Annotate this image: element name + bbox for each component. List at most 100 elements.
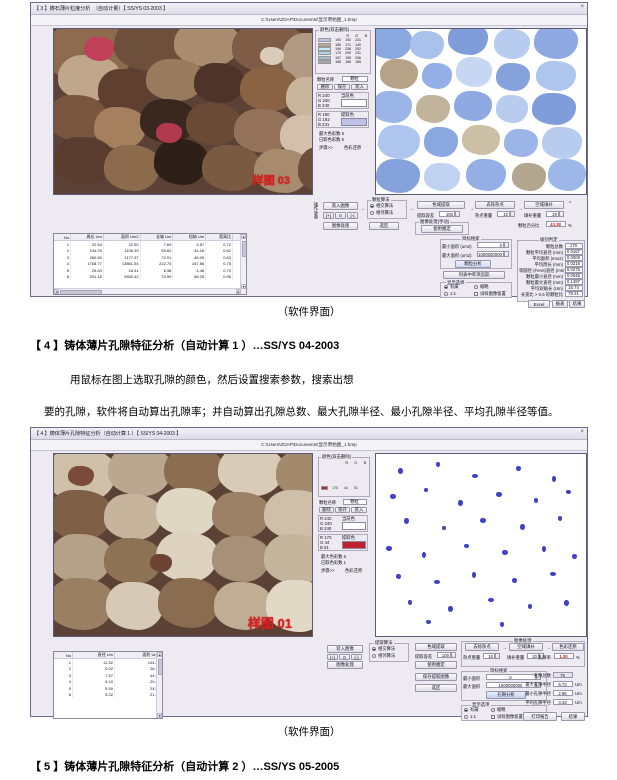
particle-name-input-2[interactable]: 颗粒 xyxy=(343,499,367,505)
color-swatch[interactable] xyxy=(318,51,331,56)
max-area-spinner[interactable] xyxy=(504,251,509,257)
select-region-button[interactable]: 选区 xyxy=(369,222,399,230)
scroll-up-icon[interactable]: ▲ xyxy=(157,652,162,657)
color-restore-link-2[interactable]: 色彩还原 xyxy=(345,568,363,573)
min-area-spinner-2[interactable] xyxy=(536,674,541,680)
result-button[interactable]: 结果 xyxy=(569,300,585,308)
print-report-button[interactable]: 打印报告 xyxy=(523,712,557,721)
radio-adjacent-algorithm-2[interactable] xyxy=(372,654,376,658)
grid-horizontal-scrollbar[interactable]: ◄ ► xyxy=(54,288,241,294)
radio-display-11[interactable] xyxy=(444,292,448,296)
extracted-pore-image[interactable] xyxy=(375,453,587,637)
radio-intersect-algorithm[interactable] xyxy=(370,204,374,208)
particle-data-grid[interactable]: No 周长 Um 面积 Um2 长轴 Um 短轴 Um 宽高比 直 122.54… xyxy=(53,233,247,295)
noise-weight-spinner[interactable] xyxy=(510,211,515,217)
color-swatch[interactable] xyxy=(318,42,331,47)
fill-weight-input-2[interactable]: 20 xyxy=(527,653,539,659)
tolerance-spinner[interactable] xyxy=(455,211,460,217)
color-restore-button-w2[interactable]: 色彩还原 xyxy=(552,643,584,651)
zoom-reset-button-2[interactable]: 0 xyxy=(339,654,350,660)
table-row[interactable]: 1 22.54 22.50 7.69 5.57 0.72 xyxy=(54,240,246,248)
load-image-button[interactable]: 装入图像 xyxy=(323,202,358,210)
extracted-particle-image[interactable] xyxy=(375,28,587,195)
table-row[interactable]: 3 260.80 1177.97 72.91 46.09 0.63 xyxy=(54,254,246,261)
load-color-button[interactable]: 装入 xyxy=(351,84,368,90)
max-area-spinner-2[interactable] xyxy=(536,682,541,688)
palette-row[interactable]: 190 192 231 xyxy=(318,38,368,43)
min-area-spinner[interactable] xyxy=(504,242,509,248)
load-color-button-2[interactable]: 装入 xyxy=(351,507,367,513)
table-row[interactable]: 6 5.02 21.21 xyxy=(54,691,162,698)
color-swatch[interactable] xyxy=(318,46,331,51)
radio-adjacent-algorithm[interactable] xyxy=(370,211,374,215)
grid-vertical-scrollbar[interactable]: ▲ ▼ xyxy=(240,234,246,294)
table-row[interactable]: 5 25.63 18.41 6.38 4.46 0.70 xyxy=(54,267,246,274)
zoom-in-button[interactable]: [+] xyxy=(323,212,334,219)
min-area-input-2[interactable]: 0 xyxy=(486,674,536,680)
radio-display-full-2[interactable] xyxy=(464,708,468,712)
fill-weight-spinner[interactable] xyxy=(559,211,564,217)
palette-row[interactable]: 170 44 51 xyxy=(321,486,367,491)
radio-intersect-algorithm-2[interactable] xyxy=(372,647,376,651)
image-process-button-2[interactable]: 图像处理 xyxy=(327,661,363,669)
color-restore-button-2[interactable]: 色彩还原 xyxy=(569,201,571,203)
pore-data-grid[interactable]: No 直径 Um 面积 Um2 1 11.52 104.30 2 9.02 26.59 … xyxy=(53,651,163,719)
report-button[interactable]: 报表 xyxy=(552,300,568,308)
color-swatch[interactable] xyxy=(318,38,331,43)
table-row[interactable]: 2 144.25 1106.39 55.62 34.16 0.62 xyxy=(54,247,246,254)
zoom-in-button-2[interactable]: [+] xyxy=(327,654,338,660)
scroll-left-icon[interactable]: ◄ xyxy=(54,289,59,294)
palette-row[interactable]: 185 171 149 xyxy=(318,42,368,47)
save-color-button[interactable]: 保存 xyxy=(334,84,350,90)
step-button-2[interactable]: 步骤>> xyxy=(321,568,335,573)
image-process-button[interactable]: 图像处理 xyxy=(323,222,358,230)
use-hand-selection-button[interactable]: 使用圈定 xyxy=(421,225,463,233)
scroll-down-icon[interactable]: ▼ xyxy=(157,713,162,718)
scroll-right-icon[interactable]: ► xyxy=(236,289,241,294)
color-swatch[interactable] xyxy=(318,55,331,60)
load-image-button-2[interactable]: 装入图像 xyxy=(327,645,363,653)
palette-row[interactable]: 157 195 206 xyxy=(318,55,368,60)
window1-titlebar[interactable]: 【 3 】铸石薄片粒度分析 （自动计量）【 SS/YS 03-2003 】 × xyxy=(31,3,587,15)
fill-region-button-2[interactable]: 空域填补 xyxy=(509,643,543,651)
zoom-reset-button[interactable]: 0 xyxy=(335,212,346,219)
thin-section-image-original[interactable]: 样图 03 xyxy=(53,28,313,195)
color-swatch[interactable] xyxy=(318,60,331,65)
delete-color-button-2[interactable]: 删除 xyxy=(319,507,334,513)
noise-weight-input-2[interactable]: 10 xyxy=(483,653,495,659)
scroll-thumb-vertical[interactable] xyxy=(241,241,246,257)
fill-weight-input[interactable]: 20 xyxy=(546,211,559,217)
close-icon[interactable]: × xyxy=(580,4,584,10)
keep-sample-image-checkbox-2[interactable] xyxy=(491,715,495,719)
select-region-button-2[interactable]: 选区 xyxy=(415,684,457,692)
thin-section-image-original-2[interactable]: 样图 01 xyxy=(53,453,313,637)
scroll-up-icon[interactable]: ▲ xyxy=(241,234,246,239)
max-area-input-2[interactable]: 1000000000 xyxy=(486,682,536,688)
tolerance-spinner-2[interactable] xyxy=(451,652,456,658)
close-icon[interactable]: × xyxy=(580,429,584,435)
tolerance-input[interactable]: 100 xyxy=(439,211,455,217)
radio-display-shrink-2[interactable] xyxy=(491,708,495,712)
remove-noise-button[interactable]: 去除杂点 xyxy=(475,201,515,209)
save-color-button-2[interactable]: 保存 xyxy=(335,507,350,513)
list-track-button[interactable]: 列表中单项追踪 xyxy=(443,271,505,279)
delete-color-button[interactable]: 删除 xyxy=(317,84,333,90)
radio-display-shrink[interactable] xyxy=(474,285,478,289)
use-hand-selection-button-2[interactable]: 使用圈定 xyxy=(415,661,457,669)
analyze-particles-button[interactable]: 颗粒分析 xyxy=(455,260,491,268)
keep-sample-image-checkbox[interactable] xyxy=(474,292,478,296)
palette-row[interactable]: 168 166 165 xyxy=(318,60,368,65)
result-button-2[interactable]: 结果 xyxy=(561,712,585,721)
operation-steps-tab[interactable]: 操作步骤 xyxy=(314,202,319,220)
color-restore-link[interactable]: 色彩还原 xyxy=(344,145,362,150)
analyze-pores-button[interactable]: 孔隙分析 xyxy=(486,691,526,699)
excel-export-button[interactable]: Excel xyxy=(528,300,550,308)
table-row[interactable]: 1 11.52 104.30 xyxy=(54,658,162,666)
window2-titlebar[interactable]: 【 4 】铸体薄片孔隙特征分析（自动计算 1 ）【 SS/YS 04-2003 … xyxy=(31,428,587,440)
radio-display-11-2[interactable] xyxy=(464,715,468,719)
grid2-vertical-scrollbar[interactable]: ▲ ▼ xyxy=(156,652,162,718)
noise-weight-spinner-2[interactable] xyxy=(495,653,500,659)
table-row[interactable]: 6 251.18 2650.42 70.99 68.25 0.96 xyxy=(54,273,246,280)
fill-weight-spinner-2[interactable] xyxy=(539,653,544,659)
